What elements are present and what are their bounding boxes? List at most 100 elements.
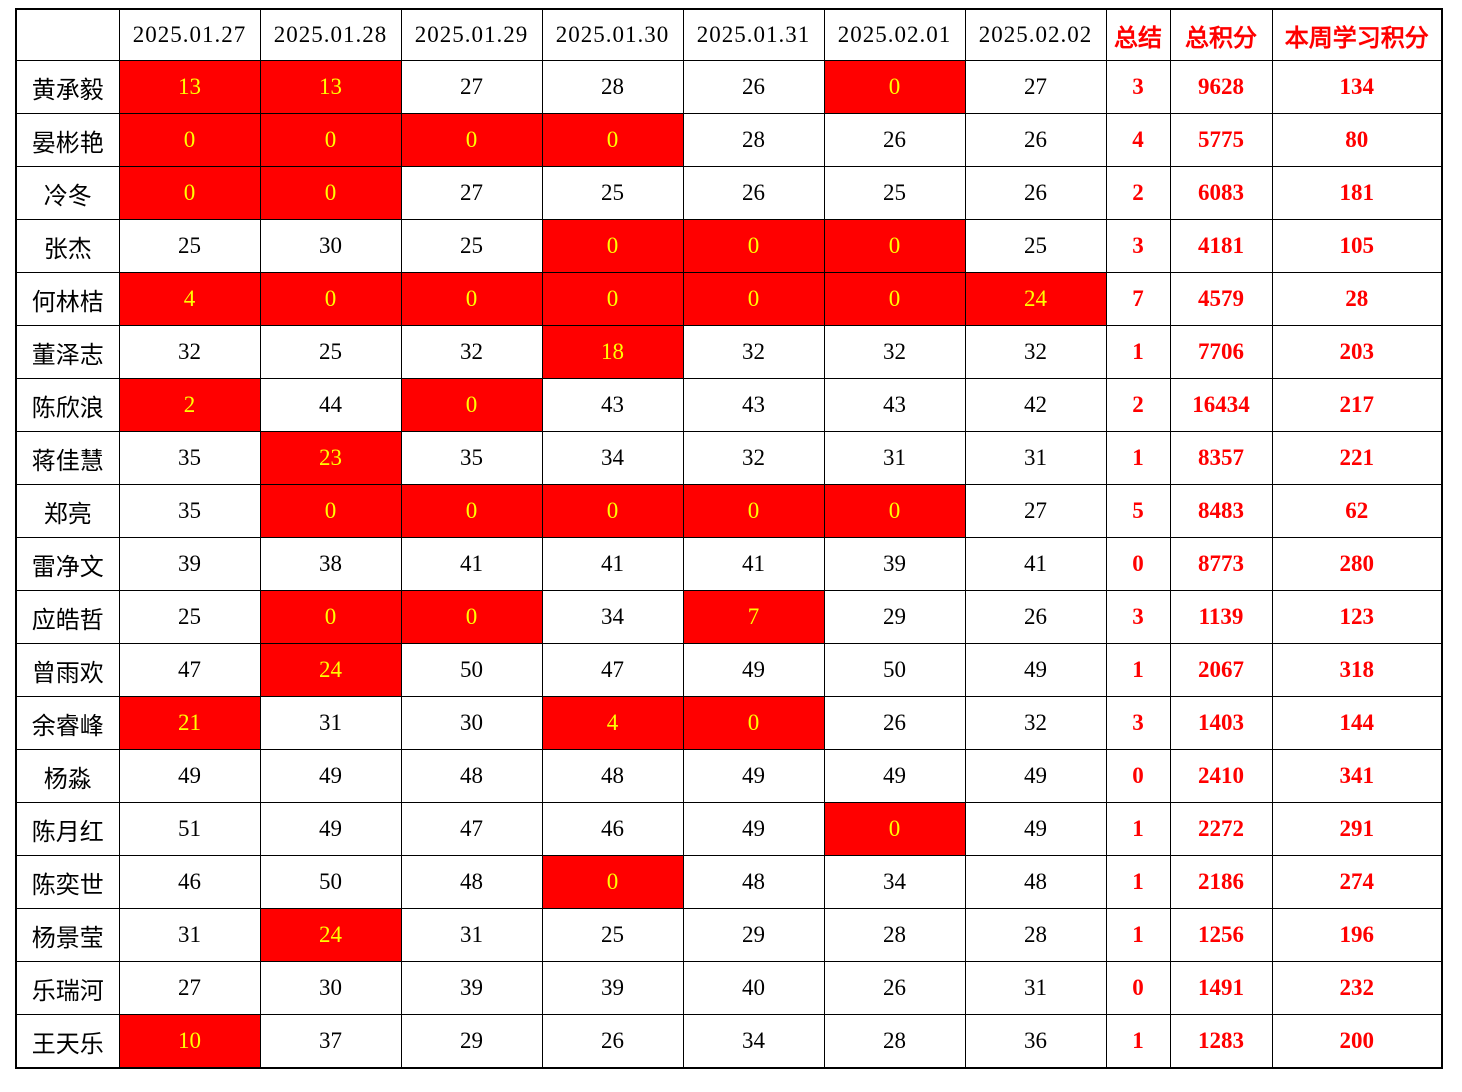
summary-count-cell: 1 (1105, 908, 1171, 962)
day-score-cell: 30 (259, 961, 402, 1015)
total-points-cell: 5775 (1169, 113, 1273, 167)
table-row: 应皓哲 25 0 0 34 7 29 26 3 1139 123 (15, 590, 1443, 644)
day-score-cell: 42 (964, 378, 1107, 432)
day-score-cell: 31 (964, 431, 1107, 485)
total-points-cell: 9628 (1169, 60, 1273, 114)
day-score-cell: 46 (118, 855, 261, 909)
day-score-cell: 27 (400, 60, 543, 114)
table-row: 余睿峰 21 31 30 4 0 26 32 3 1403 144 (15, 696, 1443, 750)
day-score-cell-flagged: 0 (541, 484, 684, 538)
student-name-cell: 杨淼 (15, 749, 120, 803)
total-points-cell: 1139 (1169, 590, 1273, 644)
day-score-cell-flagged: 24 (259, 908, 402, 962)
table-row: 晏彬艳 0 0 0 0 28 26 26 4 5775 80 (15, 113, 1443, 167)
day-score-cell: 30 (259, 219, 402, 273)
summary-count-cell: 3 (1105, 696, 1171, 750)
table-row: 郑亮 35 0 0 0 0 0 27 5 8483 62 (15, 484, 1443, 538)
day-score-cell-flagged: 0 (400, 113, 543, 167)
day-score-cell: 49 (259, 749, 402, 803)
day-score-cell: 37 (259, 1014, 402, 1069)
student-name-cell: 晏彬艳 (15, 113, 120, 167)
summary-count-cell: 0 (1105, 961, 1171, 1015)
summary-count-cell: 5 (1105, 484, 1171, 538)
column-header: 2025.02.02 (964, 8, 1107, 61)
summary-count-cell: 1 (1105, 855, 1171, 909)
day-score-cell: 43 (541, 378, 684, 432)
day-score-cell: 25 (118, 219, 261, 273)
day-score-cell: 26 (541, 1014, 684, 1069)
column-header: 2025.01.31 (682, 8, 825, 61)
summary-count-cell: 7 (1105, 272, 1171, 326)
day-score-cell: 28 (823, 1014, 966, 1069)
day-score-cell: 26 (823, 961, 966, 1015)
day-score-cell: 34 (682, 1014, 825, 1069)
day-score-cell: 49 (682, 749, 825, 803)
day-score-cell: 25 (541, 166, 684, 220)
day-score-cell: 47 (400, 802, 543, 856)
day-score-cell-flagged: 0 (118, 113, 261, 167)
student-name-cell: 曾雨欢 (15, 643, 120, 697)
day-score-cell: 31 (400, 908, 543, 962)
column-header: 2025.01.27 (118, 8, 261, 61)
table-row: 陈欣浪 2 44 0 43 43 43 42 2 16434 217 (15, 378, 1443, 432)
day-score-cell: 39 (823, 537, 966, 591)
summary-count-cell: 0 (1105, 537, 1171, 591)
day-score-cell: 49 (823, 749, 966, 803)
day-score-cell: 29 (682, 908, 825, 962)
total-points-cell: 8773 (1169, 537, 1273, 591)
day-score-cell: 50 (823, 643, 966, 697)
week-study-points-cell: 203 (1271, 325, 1443, 379)
student-name-cell: 董泽志 (15, 325, 120, 379)
table-row: 陈奕世 46 50 48 0 48 34 48 1 2186 274 (15, 855, 1443, 909)
column-header: 本周学习积分 (1271, 8, 1443, 61)
day-score-cell: 26 (964, 113, 1107, 167)
summary-count-cell: 1 (1105, 1014, 1171, 1069)
day-score-cell: 49 (964, 802, 1107, 856)
student-name-cell: 余睿峰 (15, 696, 120, 750)
day-score-cell-flagged: 0 (400, 272, 543, 326)
week-study-points-cell: 105 (1271, 219, 1443, 273)
day-score-cell: 51 (118, 802, 261, 856)
day-score-cell: 39 (118, 537, 261, 591)
student-name-cell: 黄承毅 (15, 60, 120, 114)
student-name-cell: 蒋佳慧 (15, 431, 120, 485)
total-points-cell: 2272 (1169, 802, 1273, 856)
day-score-cell-flagged: 2 (118, 378, 261, 432)
day-score-cell: 31 (964, 961, 1107, 1015)
day-score-cell: 48 (400, 855, 543, 909)
column-header: 2025.01.29 (400, 8, 543, 61)
week-study-points-cell: 217 (1271, 378, 1443, 432)
week-study-points-cell: 341 (1271, 749, 1443, 803)
day-score-cell: 25 (964, 219, 1107, 273)
table-body: 黄承毅 13 13 27 28 26 0 27 3 9628 134 晏彬艳 0 0 0 0 28 26 26 4 57… (15, 60, 1443, 1069)
summary-count-cell: 1 (1105, 643, 1171, 697)
table-row: 王天乐 10 37 29 26 34 28 36 1 1283 200 (15, 1014, 1443, 1069)
total-points-cell: 2186 (1169, 855, 1273, 909)
total-points-cell: 2067 (1169, 643, 1273, 697)
day-score-cell-flagged: 0 (823, 272, 966, 326)
day-score-cell: 34 (541, 431, 684, 485)
day-score-cell: 26 (682, 166, 825, 220)
table-row: 董泽志 32 25 32 18 32 32 32 1 7706 203 (15, 325, 1443, 379)
day-score-cell: 39 (400, 961, 543, 1015)
day-score-cell: 40 (682, 961, 825, 1015)
day-score-cell-flagged: 0 (682, 272, 825, 326)
day-score-cell-flagged: 0 (682, 219, 825, 273)
day-score-cell: 46 (541, 802, 684, 856)
day-score-cell: 49 (118, 749, 261, 803)
day-score-cell-flagged: 13 (259, 60, 402, 114)
table-row: 雷净文 39 38 41 41 41 39 41 0 8773 280 (15, 537, 1443, 591)
day-score-cell: 48 (964, 855, 1107, 909)
day-score-cell-flagged: 0 (259, 113, 402, 167)
day-score-cell-flagged: 0 (259, 484, 402, 538)
day-score-cell: 35 (400, 431, 543, 485)
day-score-cell-flagged: 0 (682, 484, 825, 538)
day-score-cell-flagged: 0 (541, 272, 684, 326)
total-points-cell: 1256 (1169, 908, 1273, 962)
total-points-cell: 4579 (1169, 272, 1273, 326)
column-header: 2025.02.01 (823, 8, 966, 61)
summary-count-cell: 0 (1105, 749, 1171, 803)
week-study-points-cell: 318 (1271, 643, 1443, 697)
day-score-cell: 28 (682, 113, 825, 167)
day-score-cell: 38 (259, 537, 402, 591)
